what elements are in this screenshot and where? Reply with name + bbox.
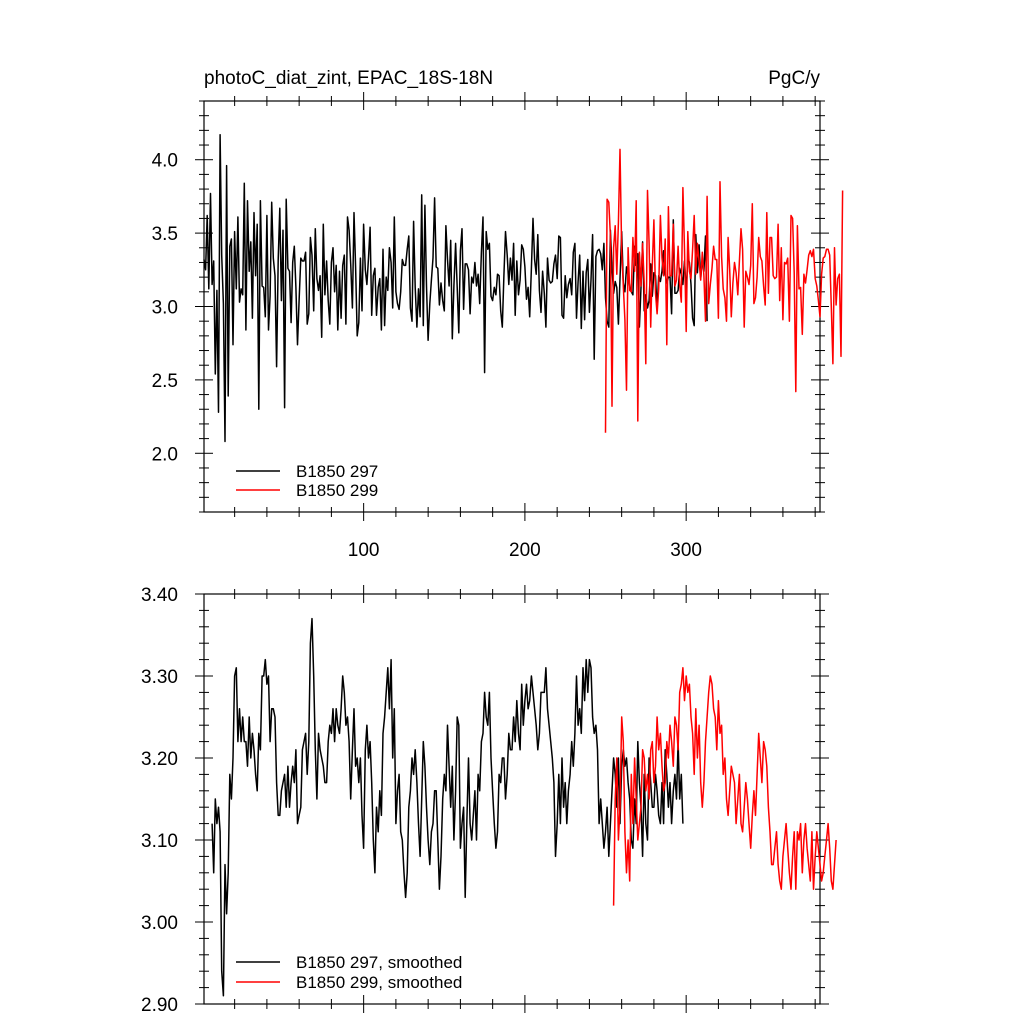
series-line-b1850-299: [604, 148, 844, 433]
x-tick-label: 200: [509, 540, 541, 561]
chart-units: PgC/y: [768, 68, 820, 89]
y-tick-label: 4.0: [152, 151, 178, 172]
top-series: [203, 134, 844, 443]
bottom-plot-frame: [203, 593, 821, 1005]
bottom-axes-ticks: 2.90 3.00 3.10 3.20 3.30 3.40: [141, 585, 829, 1016]
legend-label-b1850-297-smoothed: B1850 297, smoothed: [296, 953, 462, 972]
legend-label-b1850-297: B1850 297: [296, 462, 378, 481]
x-tick-label: 100: [348, 540, 380, 561]
bottom-series: [211, 617, 837, 997]
bottom-legend: B1850 297, smoothed B1850 299, smoothed: [236, 953, 462, 992]
top-legend: B1850 297 B1850 299: [236, 462, 378, 500]
x-tick-label: 300: [670, 540, 702, 561]
legend-label-b1850-299-smoothed: B1850 299, smoothed: [296, 973, 462, 992]
y-tick-label: 3.30: [141, 667, 178, 688]
series-line-b1850-299-smoothed: [612, 667, 837, 906]
y-tick-label: 3.00: [141, 913, 178, 934]
legend-label-b1850-299: B1850 299: [296, 481, 378, 500]
chart-title: photoC_diat_zint, EPAC_18S-18N: [204, 68, 493, 89]
y-tick-label: 3.20: [141, 749, 178, 770]
top-axes-ticks: 100 200 300 2.0 2.5 3.0 3.5 4.0: [152, 92, 829, 561]
y-tick-label: 3.0: [152, 298, 178, 319]
y-tick-label: 3.5: [152, 224, 178, 245]
bottom-panel: 2.90 3.00 3.10 3.20 3.30 3.40 B1850 297, smoo…: [141, 585, 837, 1016]
y-tick-label: 2.5: [152, 371, 178, 392]
y-tick-label: 3.10: [141, 831, 178, 852]
y-tick-label: 2.0: [152, 444, 178, 465]
y-tick-label: 2.90: [141, 995, 178, 1016]
y-tick-label: 3.40: [141, 585, 178, 606]
series-line-b1850-297-smoothed: [211, 617, 684, 997]
top-panel: photoC_diat_zint, EPAC_18S-18N PgC/y 100…: [152, 68, 844, 561]
